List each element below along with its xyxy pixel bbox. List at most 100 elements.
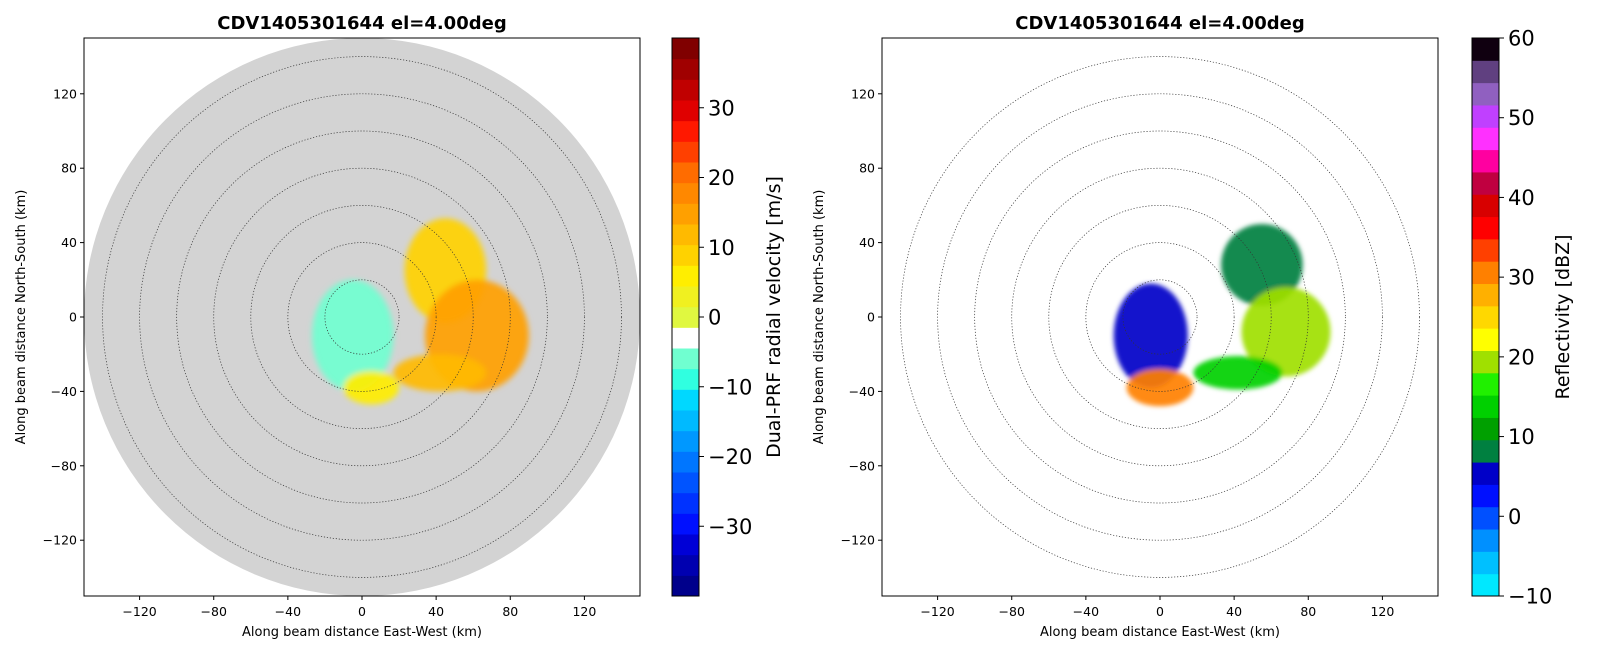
left-x-axis-label: Along beam distance East-West (km) <box>242 625 482 640</box>
colorbar-segment <box>672 182 699 204</box>
left-y-axis-label: Along beam distance North-South (km) <box>14 190 29 445</box>
x-tick-label: −40 <box>275 604 301 619</box>
x-tick-label: 80 <box>1300 604 1316 619</box>
colorbar-segment <box>672 534 699 556</box>
colorbar-segment <box>672 58 699 80</box>
range-ring <box>1085 242 1235 392</box>
range-ring <box>102 56 622 578</box>
colorbar-segment <box>1472 171 1499 195</box>
colorbar-segment <box>1472 506 1499 530</box>
left-x-ticks: −120 −80 −40 0 40 80 120 <box>122 596 596 619</box>
colorbar-frame <box>1471 37 1500 597</box>
colorbar-tick-label: 30 <box>1508 266 1535 290</box>
left-y-ticks: −120 −80 −40 0 40 80 120 <box>43 86 84 548</box>
colorbar-segment <box>672 141 699 163</box>
colorbar-segment <box>672 286 699 308</box>
right-x-ticks: −120 −80 −40 0 40 80 120 <box>920 596 1394 619</box>
colorbar-segment <box>672 430 699 452</box>
echo-southeast-band <box>393 354 487 392</box>
echo-west-cluster <box>1113 283 1188 388</box>
colorbar-tick-label: 30 <box>708 96 735 120</box>
colorbar-segment <box>672 265 699 287</box>
colorbar-tick-label: 20 <box>708 166 735 190</box>
colorbar-segment <box>1472 417 1499 441</box>
reflectivity-colorbar: −10 0 10 20 30 40 50 60 <box>1471 27 1552 609</box>
colorbar-segment <box>672 327 699 349</box>
colorbar-tick-label: −20 <box>708 445 752 469</box>
colorbar-segment <box>1472 238 1499 262</box>
y-tick-label: 80 <box>61 161 77 176</box>
colorbar-tick-label: −30 <box>708 515 752 539</box>
echo-layer <box>311 218 529 405</box>
colorbar-segment <box>672 162 699 184</box>
x-tick-label: 0 <box>358 604 366 619</box>
colorbar-segment <box>672 492 699 514</box>
range-ring <box>176 130 548 504</box>
right-plot-area <box>900 56 1420 578</box>
y-tick-label: 0 <box>867 310 875 325</box>
x-tick-label: 0 <box>1156 604 1164 619</box>
x-tick-label: −40 <box>1073 604 1099 619</box>
colorbar-tick-label: −10 <box>1508 585 1552 609</box>
range-ring <box>287 242 437 392</box>
colorbar-segment <box>1472 529 1499 552</box>
range-ring <box>139 93 585 541</box>
colorbar-segment <box>1472 305 1499 329</box>
colorbar-tick-label: 40 <box>1508 186 1535 210</box>
right-chart-title: CDV1405301644 el=4.00deg <box>1015 13 1304 34</box>
colorbar-segment <box>1472 82 1499 106</box>
reflectivity-colorbar-label: Reflectivity [dBZ] <box>1552 234 1574 399</box>
y-tick-label: 0 <box>69 310 77 325</box>
x-tick-label: −80 <box>201 604 227 619</box>
colorbar-segment <box>672 472 699 494</box>
colorbar-segment <box>672 244 699 266</box>
x-tick-label: 120 <box>1370 604 1394 619</box>
range-ring <box>1048 205 1272 429</box>
echo-east-cell <box>1241 287 1331 377</box>
echo-southwest-core <box>1126 369 1194 407</box>
colorbar-segment <box>1472 350 1499 374</box>
colorbar-segment <box>1472 573 1499 597</box>
colorbar-segment <box>1472 439 1499 463</box>
colorbar-tick-label: 10 <box>1508 425 1535 449</box>
range-ring <box>900 56 1420 578</box>
y-tick-label: 40 <box>61 235 77 250</box>
right-x-axis-label: Along beam distance East-West (km) <box>1040 625 1280 640</box>
y-tick-label: −120 <box>43 533 77 548</box>
y-tick-label: 80 <box>859 161 875 176</box>
colorbar-segment <box>672 224 699 246</box>
colorbar-tick-label: −10 <box>708 375 752 399</box>
x-tick-label: −120 <box>122 604 156 619</box>
range-ring <box>324 279 400 355</box>
colorbar-segment <box>1472 328 1499 351</box>
colorbar-segment <box>672 306 699 328</box>
x-tick-label: 80 <box>502 604 518 619</box>
colorbar-segment <box>1472 283 1499 307</box>
y-tick-label: −120 <box>841 533 875 548</box>
y-tick-label: 120 <box>851 86 875 101</box>
colorbar-segment <box>672 410 699 432</box>
right-y-axis-label: Along beam distance North-South (km) <box>812 190 827 445</box>
right-y-ticks: −120 −80 −40 0 40 80 120 <box>841 86 882 548</box>
colorbar-segment <box>1472 194 1499 218</box>
colorbar-segment <box>1472 484 1499 508</box>
y-tick-label: −40 <box>849 384 875 399</box>
colorbar-segment <box>1472 551 1499 575</box>
colorbar-segment <box>1472 149 1499 173</box>
echo-west-cluster <box>311 279 394 392</box>
x-tick-label: 120 <box>572 604 596 619</box>
colorbar-segment <box>1472 104 1499 128</box>
colorbar-segment <box>672 348 699 370</box>
colorbar-segment <box>1472 38 1499 61</box>
velocity-panel: CDV1405301644 el=4.00deg −120 −80 −40 0 40 80… <box>14 13 785 640</box>
velocity-colorbar: −30 −20 −10 0 10 20 30 <box>671 37 752 597</box>
colorbar-segment <box>672 513 699 535</box>
colorbar-tick-label: 60 <box>1508 27 1535 51</box>
x-tick-label: 40 <box>1226 604 1242 619</box>
range-ring <box>974 130 1346 504</box>
colorbar-segment <box>672 203 699 225</box>
x-tick-label: 40 <box>428 604 444 619</box>
colorbar-segment <box>672 100 699 122</box>
echo-southeast-band <box>1193 356 1283 390</box>
reflectivity-panel: CDV1405301644 el=4.00deg −120 −80 −40 0 40 80… <box>812 13 1574 640</box>
